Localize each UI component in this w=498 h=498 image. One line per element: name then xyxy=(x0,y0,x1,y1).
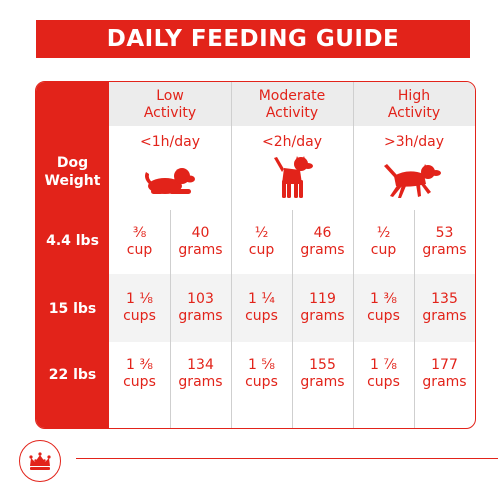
cups-moderate-22lbs: 1 ⅝ cups xyxy=(245,357,278,390)
column-header-moderate: Moderate Activity xyxy=(258,88,326,121)
weight-column: Dog Weight 4.4 lbs 15 lbs 22 lbs xyxy=(36,82,109,428)
grams-high-4lbs: 53 grams xyxy=(422,225,467,258)
cups-high-15lbs: 1 ⅜ cups xyxy=(367,291,400,324)
title-banner: DAILY FEEDING GUIDE xyxy=(36,20,470,58)
lying-dog-icon xyxy=(145,168,195,194)
footer-divider xyxy=(76,458,498,459)
grams-low-15lbs: 103 grams xyxy=(178,291,223,324)
duration-high: >3h/day xyxy=(384,134,444,150)
grams-moderate-4lbs: 46 grams xyxy=(300,225,345,258)
crown-logo-icon xyxy=(29,452,51,470)
grams-moderate-15lbs: 119 grams xyxy=(300,291,345,324)
cups-moderate-15lbs: 1 ¼ cups xyxy=(245,291,278,324)
cups-high-22lbs: 1 ⅞ cups xyxy=(367,357,400,390)
duration-low: <1h/day xyxy=(140,134,200,150)
cups-low-22lbs: 1 ⅜ cups xyxy=(123,357,156,390)
divider xyxy=(414,210,415,428)
cups-moderate-4lbs: ½ cup xyxy=(248,225,275,258)
cups-low-4lbs: ⅜ cup xyxy=(126,225,153,258)
divider xyxy=(170,210,171,428)
cups-high-4lbs: ½ cup xyxy=(370,225,397,258)
column-header-high: High Activity xyxy=(387,88,441,121)
running-dog-icon xyxy=(384,164,441,198)
weight-row-3: 22 lbs xyxy=(48,367,97,383)
weight-row-1: 4.4 lbs xyxy=(46,233,99,249)
grams-high-22lbs: 177 grams xyxy=(422,357,467,390)
page-title: DAILY FEEDING GUIDE xyxy=(106,26,400,52)
grams-low-22lbs: 134 grams xyxy=(178,357,223,390)
grams-high-15lbs: 135 grams xyxy=(422,291,467,324)
cups-low-15lbs: 1 ⅛ cups xyxy=(123,291,156,324)
grams-low-4lbs: 40 grams xyxy=(178,225,223,258)
divider xyxy=(231,82,232,428)
column-header-band xyxy=(109,82,475,126)
standing-dog-icon xyxy=(274,156,313,198)
row-header-line1: Dog xyxy=(56,155,89,171)
grams-moderate-22lbs: 155 grams xyxy=(300,357,345,390)
duration-moderate: <2h/day xyxy=(262,134,322,150)
divider xyxy=(353,82,354,428)
column-header-low: Low Activity xyxy=(143,88,197,121)
divider xyxy=(292,210,293,428)
weight-row-2: 15 lbs xyxy=(48,301,97,317)
feeding-table: Dog Weight 4.4 lbs 15 lbs 22 lbs Low Acti… xyxy=(35,81,476,429)
row-header-line2: Weight xyxy=(44,173,101,189)
brand-logo xyxy=(19,440,61,482)
